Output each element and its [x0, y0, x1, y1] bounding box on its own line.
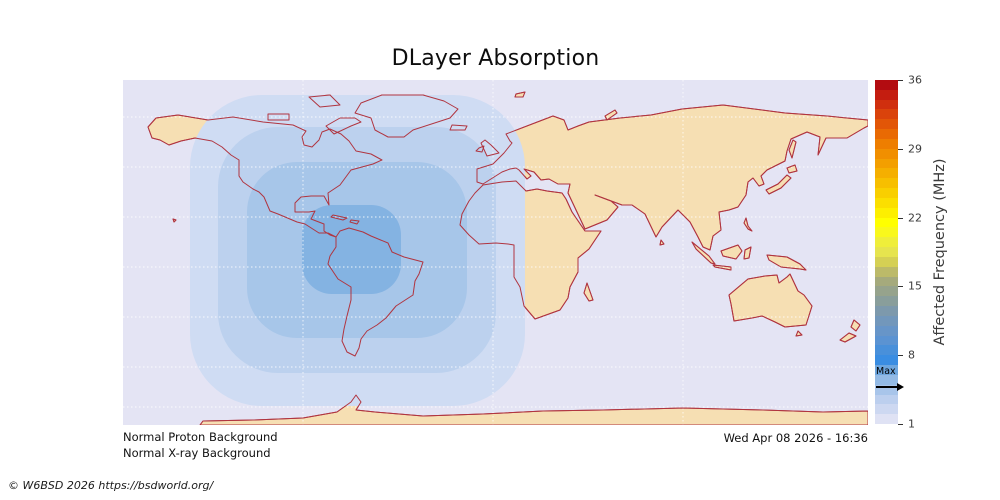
- colorbar-segment: [875, 315, 898, 326]
- colorbar-segment: [875, 217, 898, 228]
- colorbar-tick-mark: [898, 149, 903, 150]
- colorbar-tick-mark: [898, 218, 903, 219]
- colorbar-tick-mark: [898, 80, 903, 81]
- colorbar-segment: [875, 256, 898, 267]
- absorption-overlay: [190, 95, 525, 406]
- world-map: [123, 80, 868, 425]
- colorbar-segment: [875, 286, 898, 297]
- colorbar-segment: [875, 109, 898, 120]
- max-annotation: Max: [876, 367, 906, 396]
- colorbar-axis-label: Affected Frequency (MHz): [932, 158, 948, 346]
- colorbar-segment: [875, 237, 898, 248]
- colorbar-segment: [875, 168, 898, 179]
- page-title: DLayer Absorption: [391, 46, 600, 71]
- colorbar-tick-label: 1: [908, 417, 915, 431]
- colorbar-tick-label: 29: [908, 142, 922, 156]
- colorbar-segment: [875, 197, 898, 208]
- max-arrow-icon: [876, 383, 904, 391]
- max-annotation-label: Max: [876, 366, 896, 377]
- colorbar-tick-label: 15: [908, 279, 922, 293]
- timestamp: Wed Apr 08 2026 - 16:36: [723, 431, 868, 445]
- colorbar-segment: [875, 99, 898, 110]
- colorbar-segment: [875, 158, 898, 169]
- colorbar-segment: [875, 306, 898, 316]
- colorbar-segment: [875, 414, 898, 424]
- colorbar-tick-label: 22: [908, 211, 922, 225]
- colorbar-segment: [875, 207, 898, 218]
- colorbar-segment: [875, 148, 898, 159]
- colorbar-segment: [875, 325, 898, 336]
- colorbar-tick-mark: [898, 286, 903, 287]
- status-xray-background: Normal X-ray Background: [123, 446, 271, 460]
- colorbar-segment: [875, 345, 898, 356]
- colorbar-segment: [875, 355, 898, 366]
- map-gridlines: [123, 80, 868, 425]
- colorbar-segment: [875, 89, 898, 100]
- colorbar-segment: [875, 227, 898, 238]
- status-proton-background: Normal Proton Background: [123, 430, 278, 444]
- colorbar-tick-label: 36: [908, 73, 922, 87]
- colorbar-segment: [875, 296, 898, 307]
- colorbar-segment: [875, 247, 898, 257]
- colorbar-segment: [875, 365, 898, 375]
- colorbar-segment: [875, 374, 898, 385]
- colorbar-tick-mark: [898, 355, 903, 356]
- colorbar-segment: [875, 394, 898, 405]
- colorbar-tick-mark: [898, 424, 903, 425]
- copyright: © W6BSD 2026 https://bsdworld.org/: [8, 479, 214, 492]
- colorbar-segment: [875, 276, 898, 287]
- colorbar-segment: [875, 178, 898, 189]
- colorbar-segment: [875, 335, 898, 346]
- status-block: Normal Proton Background Normal X-ray Ba…: [123, 429, 278, 461]
- colorbar-tick-label: 8: [908, 348, 915, 362]
- colorbar-segment: [875, 138, 898, 149]
- absorption-contour-5mhz: [302, 205, 401, 294]
- colorbar-segment: [875, 188, 898, 198]
- colorbar: [875, 80, 898, 424]
- colorbar-ticks: 36 29 22 15 8 1: [898, 74, 958, 431]
- colorbar-segment: [875, 404, 898, 415]
- colorbar-segment: [875, 384, 898, 395]
- colorbar-segment: [875, 266, 898, 277]
- colorbar-segment: [875, 119, 898, 130]
- world-map-frame: [123, 80, 868, 425]
- colorbar-segment: [875, 129, 898, 139]
- colorbar-segment: [875, 80, 898, 90]
